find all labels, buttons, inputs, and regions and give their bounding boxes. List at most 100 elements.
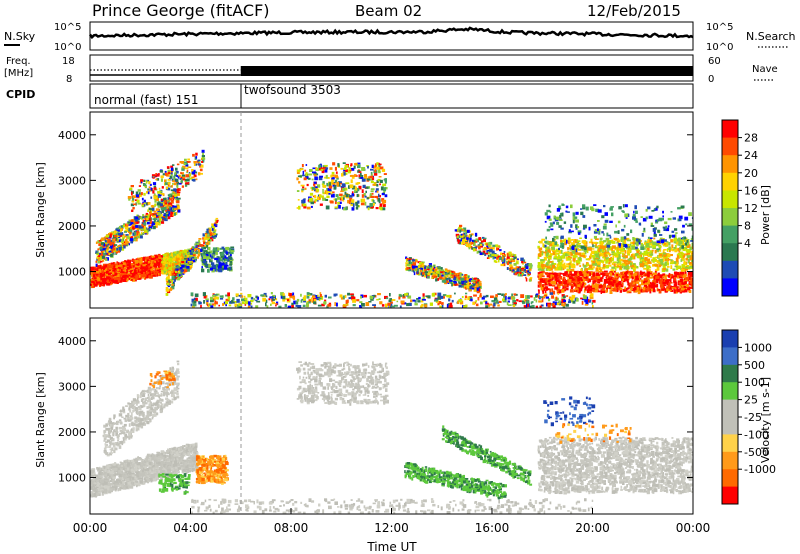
power-cell (335, 198, 338, 202)
power-cell (616, 239, 621, 242)
power-cell (229, 259, 233, 261)
power-cell (579, 237, 582, 239)
power-cell (146, 262, 148, 265)
power-cell (679, 251, 683, 255)
power-cell (118, 267, 121, 269)
power-cell (176, 163, 180, 166)
power-cell (521, 271, 524, 274)
power-cell (326, 195, 330, 198)
power-cell (123, 272, 127, 276)
power-cell (141, 264, 144, 266)
power-cell (203, 250, 207, 252)
power-cell (130, 274, 133, 277)
power-cell (206, 263, 211, 268)
cpid-strip-frame (89, 83, 694, 109)
power-cell (686, 248, 691, 253)
power-cell (131, 277, 133, 281)
power-cell (218, 262, 221, 266)
power-cell (194, 243, 197, 246)
power-cell (147, 209, 149, 212)
power-cell (462, 280, 465, 285)
power-cell (102, 251, 105, 254)
power-cell (143, 179, 146, 182)
power-cell (659, 262, 664, 266)
power-cell (689, 257, 693, 261)
power-cell (319, 203, 323, 206)
power-cell (431, 277, 434, 279)
power-cell (98, 266, 102, 270)
power-cell (670, 247, 673, 251)
power-cell (152, 182, 157, 185)
power-cell (158, 222, 161, 226)
power-cell (197, 159, 201, 162)
power-cell (188, 256, 191, 260)
power-cell (435, 278, 438, 282)
power-cell (427, 266, 431, 269)
power-cell (426, 267, 430, 271)
power-cell (567, 247, 571, 250)
power-cell (109, 232, 113, 235)
power-cell (466, 284, 470, 289)
power-cell (160, 206, 164, 210)
power-cell (588, 267, 591, 271)
power-cell (572, 254, 577, 259)
power-cell (149, 214, 151, 218)
power-cell (170, 210, 174, 212)
power-cell (462, 280, 465, 283)
power-cell (184, 179, 187, 182)
power-cell (152, 190, 155, 194)
power-cell (457, 240, 460, 244)
power-cell (683, 262, 687, 265)
power-cell (117, 245, 121, 247)
power-cell (528, 271, 531, 274)
power-cell (225, 264, 229, 267)
power-cell (99, 272, 103, 277)
power-cell (335, 194, 339, 198)
freq-band-mode2 (240, 66, 693, 76)
power-cell (698, 259, 701, 261)
power-cell (369, 178, 374, 181)
power-cell (600, 252, 605, 257)
power-cell (433, 265, 436, 269)
power-cell (470, 280, 474, 283)
power-cell (113, 235, 118, 238)
power-cell (162, 208, 167, 211)
power-cell (207, 268, 210, 273)
power-cell (183, 163, 186, 166)
power-cell (186, 178, 190, 182)
power-cell (472, 248, 476, 252)
power-cell (570, 268, 575, 272)
power-cell (405, 264, 408, 267)
power-cell (523, 274, 527, 276)
power-cell (463, 279, 467, 282)
power-cell (567, 240, 570, 244)
power-cell (349, 169, 352, 172)
power-cell (444, 268, 448, 271)
power-cell (355, 202, 359, 206)
power-cell (171, 284, 174, 286)
power-cell (96, 271, 99, 274)
power-cell (215, 219, 219, 222)
power-cell (182, 272, 185, 275)
power-cell (321, 169, 325, 174)
power-cell (172, 183, 174, 185)
power-cell (112, 247, 116, 251)
power-cell (161, 265, 165, 268)
power-cell (351, 185, 356, 190)
power-cell (647, 241, 651, 246)
power-cell (416, 271, 419, 274)
power-cell (164, 253, 168, 257)
power-cell (643, 247, 646, 250)
power-cell (465, 231, 468, 235)
power-cell (472, 281, 476, 284)
power-cell (114, 273, 118, 276)
power-cell (384, 187, 388, 190)
power-cell (172, 198, 175, 201)
power-cell (174, 277, 178, 280)
power-cell (509, 264, 513, 267)
power-cell (691, 242, 693, 247)
power-cell (158, 194, 162, 197)
power-cell (167, 253, 170, 257)
power-cell (185, 255, 188, 258)
power-cell (202, 237, 205, 240)
